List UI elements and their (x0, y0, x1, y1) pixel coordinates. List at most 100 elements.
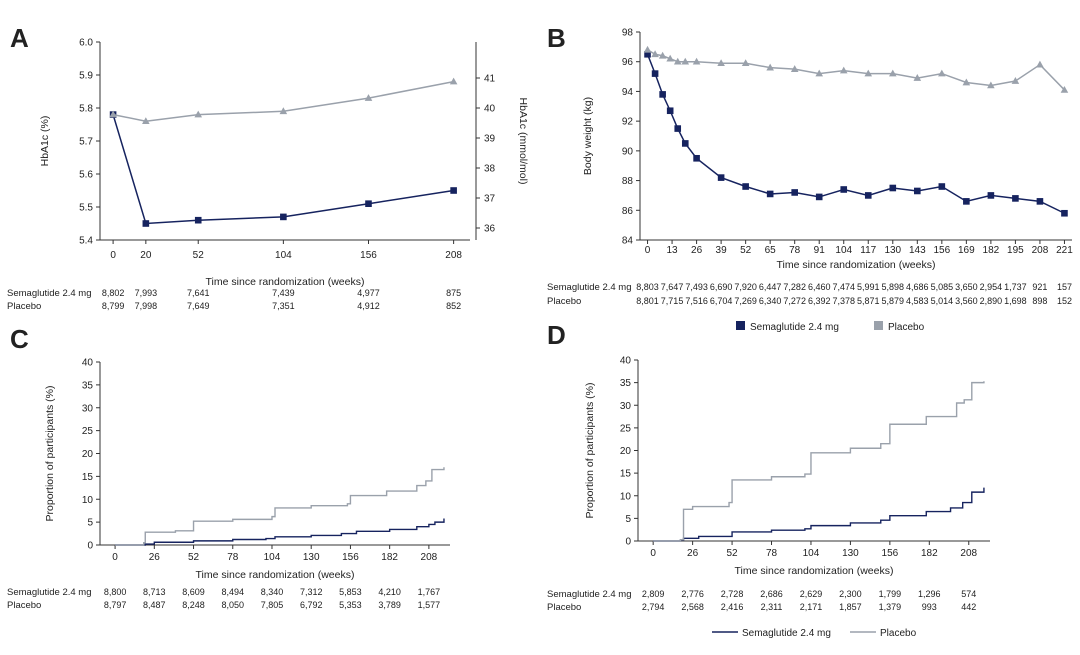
risk-row-label: Placebo (7, 600, 41, 611)
x-tick-label: 130 (842, 548, 859, 559)
risk-value: 7,474 (832, 282, 855, 292)
data-point-semaglutide (194, 216, 202, 224)
data-point-placebo (364, 94, 373, 101)
series-line-placebo (112, 80, 454, 122)
data-point-placebo (741, 59, 750, 66)
risk-value: 7,641 (187, 288, 210, 298)
risk-value: 6,690 (710, 282, 733, 292)
risk-value: 5,898 (882, 282, 905, 292)
panel-letter: D (547, 320, 566, 350)
data-point-placebo (864, 69, 873, 77)
risk-value: 7,998 (135, 301, 158, 311)
data-point-placebo (194, 110, 203, 118)
data-point-semaglutide (1061, 209, 1068, 217)
data-point-placebo (673, 57, 682, 65)
risk-value: 7,312 (300, 587, 323, 597)
risk-value: 5,991 (857, 282, 880, 292)
series-line-placebo (115, 467, 445, 546)
data-point-placebo (142, 117, 150, 124)
data-point-placebo (279, 107, 288, 115)
risk-value: 8,487 (143, 600, 166, 610)
data-point-semaglutide (914, 187, 921, 195)
y-tick-label: 94 (622, 87, 634, 98)
risk-value: 8,803 (636, 282, 659, 292)
risk-value: 6,392 (808, 296, 831, 306)
risk-row-label: Placebo (547, 602, 581, 613)
risk-value: 6,460 (808, 282, 831, 292)
y-tick-label: 5.4 (79, 236, 93, 247)
risk-value: 5,353 (339, 600, 362, 610)
risk-value: 4,977 (357, 288, 380, 298)
y-tick-label: 10 (82, 495, 94, 506)
y-tick-label: 5 (625, 514, 631, 525)
risk-value: 1,737 (1004, 282, 1027, 292)
risk-row-label: Semaglutide 2.4 mg (7, 288, 92, 299)
x-tick-label: 52 (740, 245, 752, 256)
x-tick-label: 156 (882, 548, 899, 559)
y-tick-label: 84 (622, 236, 634, 247)
risk-value: 574 (961, 589, 976, 599)
x-tick-label: 182 (983, 245, 1000, 256)
data-point-placebo (717, 59, 725, 66)
risk-value: 3,650 (955, 282, 978, 292)
data-point-semaglutide (840, 186, 848, 193)
y-tick-label: 0 (87, 541, 93, 552)
x-tick-label: 104 (264, 552, 281, 563)
data-point-semaglutide (742, 183, 749, 190)
risk-value: 2,568 (681, 602, 704, 612)
risk-value: 993 (922, 602, 937, 612)
x-tick-label: 156 (360, 250, 377, 261)
risk-value: 1,857 (839, 602, 862, 612)
risk-value: 2,416 (721, 602, 744, 612)
x-tick-label: 117 (860, 245, 876, 256)
y-tick-label: 0 (625, 537, 631, 548)
legend-panel-d: Semaglutide 2.4 mg Placebo (712, 628, 917, 639)
x-tick-label: 156 (933, 245, 950, 256)
x-tick-label: 65 (765, 245, 777, 256)
risk-value: 8,799 (102, 301, 125, 311)
panel-letter: C (10, 324, 29, 354)
data-point-semaglutide (693, 154, 700, 162)
legend-panel-b: Semaglutide 2.4 mg Placebo (736, 321, 925, 333)
data-point-placebo (790, 65, 799, 72)
data-point-semaglutide (766, 190, 774, 198)
data-point-semaglutide (674, 125, 682, 132)
data-point-placebo (1011, 77, 1020, 84)
data-point-placebo (1036, 60, 1044, 68)
y-tick-label: 15 (82, 472, 94, 483)
y2-tick-label: 37 (484, 194, 496, 205)
risk-value: 1,799 (879, 589, 902, 599)
x-axis-label: Time since randomization (weeks) (206, 276, 365, 288)
x-tick-label: 26 (691, 245, 703, 256)
data-point-placebo (815, 69, 824, 77)
series-line-semaglutide (646, 54, 1065, 214)
y2-tick-label: 36 (484, 224, 496, 235)
x-tick-label: 78 (766, 548, 778, 559)
x-axis-label: Time since randomization (weeks) (196, 569, 355, 581)
series-line-semaglutide (115, 518, 445, 546)
risk-value: 157 (1057, 282, 1072, 292)
x-tick-label: 104 (275, 250, 292, 261)
y-tick-label: 25 (620, 423, 632, 434)
y-tick-label: 5.6 (79, 170, 93, 181)
x-tick-label: 182 (921, 548, 938, 559)
x-tick-label: 143 (909, 245, 926, 256)
x-axis-label: Time since randomization (weeks) (735, 565, 894, 577)
risk-value: 6,447 (759, 282, 782, 292)
risk-value: 7,715 (661, 296, 684, 306)
data-point-semaglutide (142, 220, 150, 227)
data-point-placebo (938, 69, 946, 77)
data-point-placebo (109, 110, 117, 118)
data-point-placebo (888, 69, 897, 77)
risk-value: 8,050 (221, 600, 244, 610)
risk-value: 4,686 (906, 282, 929, 292)
panel-letter: A (10, 23, 29, 53)
risk-row-label: Semaglutide 2.4 mg (547, 589, 632, 600)
x-tick-label: 20 (140, 250, 152, 261)
data-point-semaglutide (450, 187, 457, 194)
risk-value: 5,085 (931, 282, 954, 292)
risk-value: 8,609 (182, 587, 205, 597)
y-axis-label: Proportion of participants (%) (44, 386, 56, 522)
y-tick-label: 6.0 (79, 38, 93, 49)
